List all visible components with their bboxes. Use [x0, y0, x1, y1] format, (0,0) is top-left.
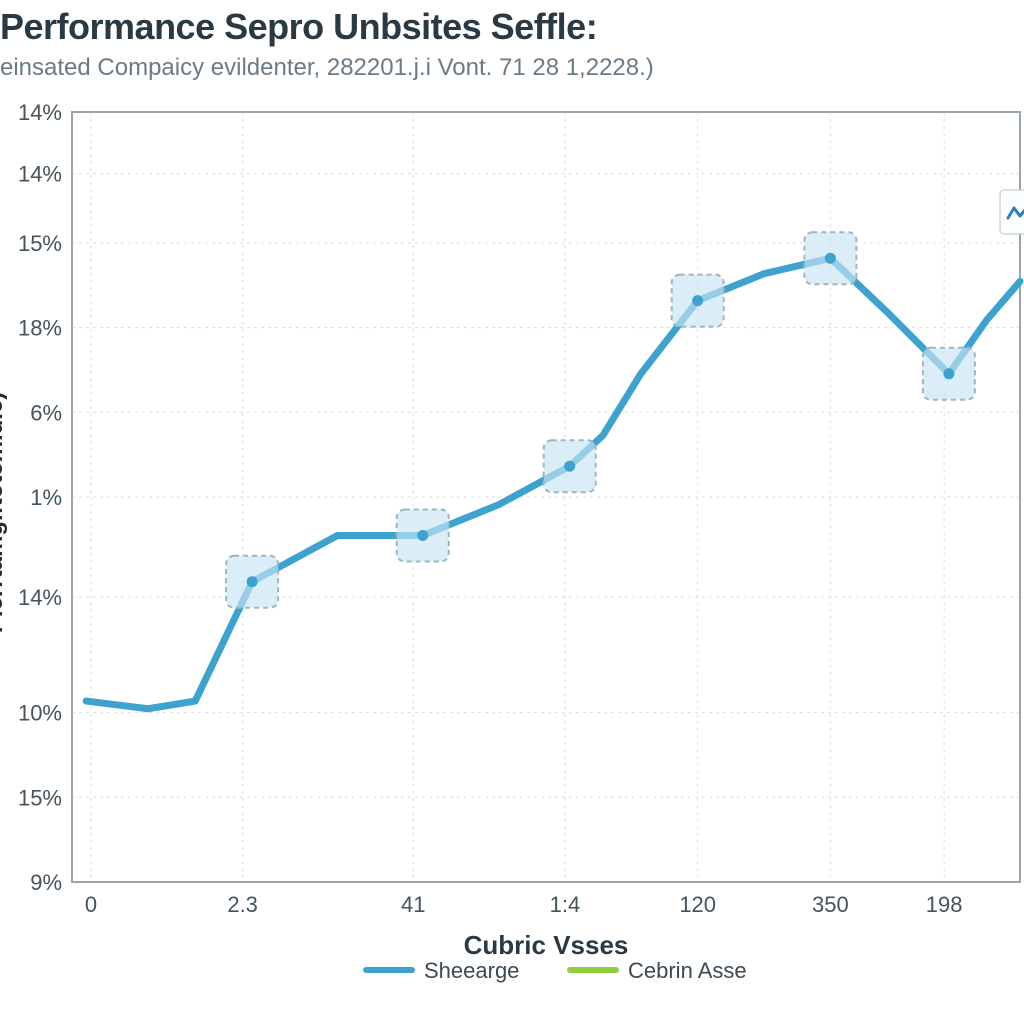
y-tick-label: 15% [18, 231, 62, 256]
y-tick-label: 9% [30, 870, 62, 895]
data-point-dot [247, 576, 258, 587]
y-tick-label: 14% [18, 100, 62, 125]
y-axis-title: Pierrtamgiftotemidie) [0, 392, 8, 633]
y-tick-label: 10% [18, 701, 62, 726]
page-root: Performance Sepro Unbsites Seffle: einsa… [0, 0, 1024, 1024]
x-tick-label: 41 [401, 892, 425, 917]
x-axis-title: Cubric Vsses [464, 930, 629, 960]
data-point-dot [692, 295, 703, 306]
data-point-dot [825, 253, 836, 264]
data-point-dot [564, 461, 575, 472]
y-tick-label: 14% [18, 585, 62, 610]
y-tick-label: 15% [18, 785, 62, 810]
legend-label[interactable]: Cebrin Asse [628, 958, 747, 983]
x-tick-label: 2.3 [227, 892, 258, 917]
x-tick-label: 198 [926, 892, 963, 917]
line-chart: 9% 15% 10% 14% 1% 6% 18% 15% 14% 14% 0 2.3 41 1:4 120 3… [0, 100, 1024, 1024]
legend-label[interactable]: Sheearge [424, 958, 519, 983]
y-tick-label: 1% [30, 485, 62, 510]
y-tick-label: 14% [18, 162, 62, 187]
x-tick-label: 120 [679, 892, 716, 917]
x-tick-label: 0 [85, 892, 97, 917]
y-tick-label: 18% [18, 316, 62, 341]
data-point-dot [943, 368, 954, 379]
data-point-dot [417, 530, 428, 541]
chart-title: Performance Sepro Unbsites Seffle: [0, 6, 597, 48]
x-tick-label: 1:4 [550, 892, 581, 917]
y-tick-label: 6% [30, 400, 62, 425]
x-tick-label: 350 [812, 892, 849, 917]
chart-subtitle: einsated Compaicy evildenter, 282201.j.i… [0, 54, 654, 82]
chart-container: 9% 15% 10% 14% 1% 6% 18% 15% 14% 14% 0 2.3 41 1:4 120 3… [0, 100, 1024, 1024]
